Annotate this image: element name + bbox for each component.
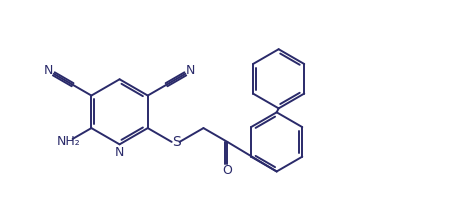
Text: S: S	[172, 135, 180, 149]
Text: N: N	[44, 64, 53, 77]
Text: N: N	[115, 146, 124, 159]
Text: NH₂: NH₂	[56, 135, 80, 148]
Text: O: O	[222, 164, 232, 177]
Text: N: N	[185, 64, 195, 77]
